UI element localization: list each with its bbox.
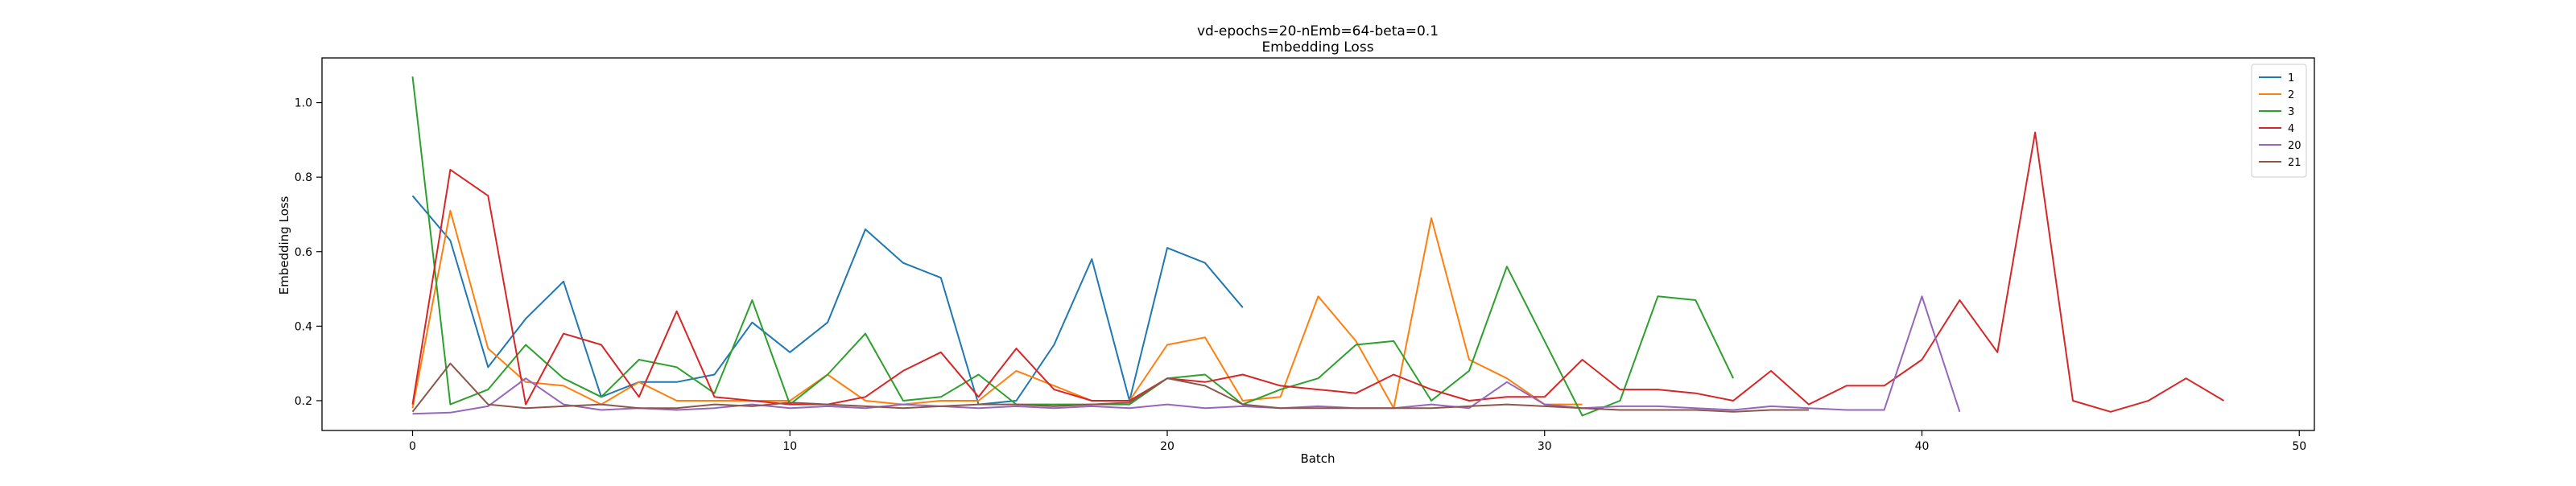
chart-subtitle: Embedding Loss — [1261, 39, 1373, 56]
x-tick-label: 50 — [2292, 440, 2306, 453]
plot-frame — [321, 57, 2315, 431]
x-tick-label: 40 — [1915, 440, 1930, 453]
legend-label-3: 3 — [2288, 106, 2294, 118]
legend-label-4: 4 — [2288, 123, 2294, 135]
y-tick-label: 0.8 — [295, 171, 312, 184]
plot-layer — [411, 76, 2225, 417]
legend: 1 2 3 4 20 21 — [2251, 64, 2307, 178]
series-line-21 — [411, 362, 1809, 413]
x-tick-label: 10 — [782, 440, 797, 453]
legend-label-20: 20 — [2288, 140, 2301, 152]
y-tick-label: 0.4 — [295, 320, 312, 333]
y-axis-label: Embedding Loss — [277, 196, 291, 294]
legend-label-2: 2 — [2288, 89, 2294, 101]
series-line-4 — [411, 131, 2225, 413]
series-line-3 — [411, 76, 1735, 417]
series-line-2 — [411, 209, 1583, 410]
x-tick-label: 20 — [1160, 440, 1174, 453]
legend-label-1: 1 — [2288, 72, 2294, 84]
x-axis-label: Batch — [1300, 451, 1335, 466]
y-tick-label: 0.2 — [295, 395, 312, 408]
x-tick-label: 0 — [409, 440, 416, 453]
series-line-1 — [411, 195, 1244, 406]
legend-box — [2251, 64, 2307, 178]
x-tick-label: 30 — [1538, 440, 1552, 453]
y-tick-label: 0.6 — [295, 246, 312, 259]
axes-layer: 0 10 20 30 40 50 0.2 0.4 0.6 0.8 1.0 — [295, 57, 2315, 453]
chart-title: vd-epochs=20-nEmb=64-beta=0.1 — [1197, 23, 1439, 39]
legend-label-21: 21 — [2288, 157, 2301, 169]
y-tick-label: 1.0 — [295, 97, 312, 110]
series-line-20 — [412, 295, 1961, 415]
